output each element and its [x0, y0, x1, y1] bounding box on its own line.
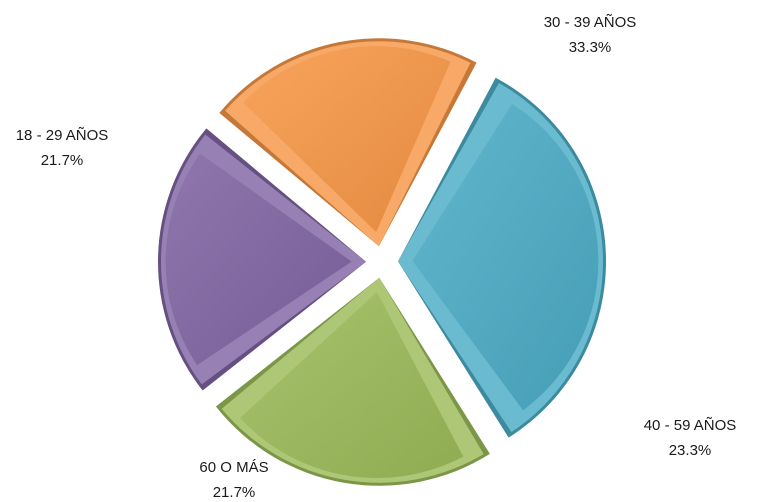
- pie-slice-2: [158, 128, 367, 391]
- pie-slice-1: [215, 277, 490, 486]
- pie-labels: 30 - 39 AÑOS 33.3% 40 - 59 AÑOS 23.3% 60 O M…: [16, 14, 737, 501]
- pie-slices: [158, 38, 606, 486]
- pie-slice-face: [240, 291, 464, 478]
- slice-label-3: 18 - 29 AÑOS 21.7%: [16, 127, 109, 169]
- slice-value-label: 21.7%: [41, 152, 84, 169]
- pie-slice-face: [412, 103, 599, 411]
- pie-slice-face: [243, 46, 451, 233]
- pie-slice-3: [219, 38, 477, 247]
- slice-category-label: 30 - 39 AÑOS: [544, 14, 637, 31]
- slice-label-2: 60 O MÁS 21.7%: [199, 459, 268, 501]
- slice-category-label: 40 - 59 AÑOS: [644, 417, 737, 434]
- pie-slice-0: [397, 77, 606, 438]
- slice-label-1: 40 - 59 AÑOS 23.3%: [644, 417, 737, 459]
- slice-category-label: 60 O MÁS: [199, 459, 268, 476]
- slice-category-label: 18 - 29 AÑOS: [16, 127, 109, 144]
- slice-value-label: 21.7%: [213, 484, 256, 501]
- slice-label-0: 30 - 39 AÑOS 33.3%: [544, 14, 637, 56]
- slice-value-label: 23.3%: [669, 442, 712, 459]
- pie-slice-face: [165, 153, 352, 366]
- slice-value-label: 33.3%: [569, 39, 612, 56]
